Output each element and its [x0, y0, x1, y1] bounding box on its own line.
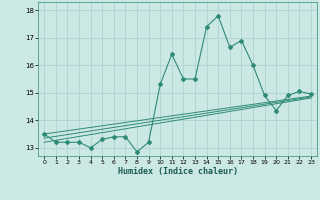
X-axis label: Humidex (Indice chaleur): Humidex (Indice chaleur) — [118, 167, 238, 176]
